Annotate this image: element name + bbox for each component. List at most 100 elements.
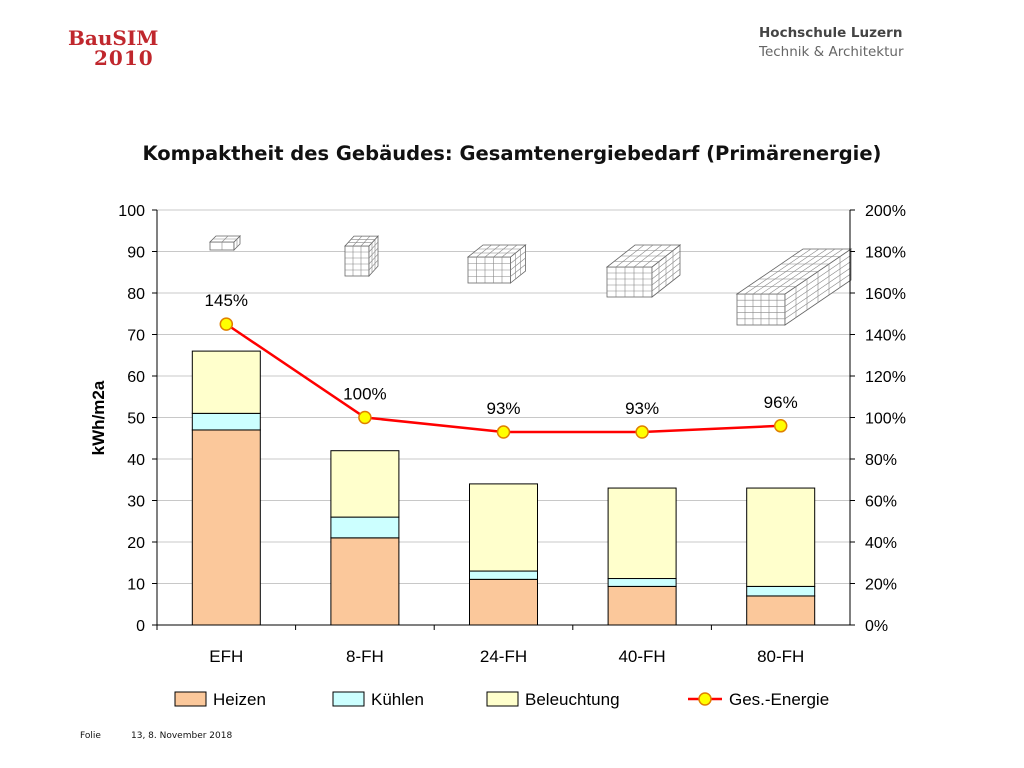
y2-tick-label: 100% xyxy=(865,411,906,428)
building-gridline xyxy=(768,248,836,295)
y2-tick-label: 180% xyxy=(865,245,906,262)
building-gridline xyxy=(510,264,526,277)
energy-point xyxy=(219,317,234,331)
building-gridline xyxy=(476,244,492,258)
y2-tick-label: 120% xyxy=(865,369,906,386)
y2-tick-label: 200% xyxy=(865,203,906,220)
energy-data-label: 145% xyxy=(205,291,248,310)
energy-data-label: 96% xyxy=(764,393,798,412)
building-icon xyxy=(466,244,527,284)
energy-point xyxy=(358,410,372,425)
y2-tick-label: 140% xyxy=(865,328,906,345)
building-gridline xyxy=(633,244,663,268)
y-tick-label: 50 xyxy=(127,411,145,428)
y-axis-label: kWh/m2a xyxy=(89,380,108,455)
bar-kuehlen xyxy=(191,412,261,431)
energy-point xyxy=(635,425,649,439)
building-gridline xyxy=(776,248,844,295)
bar-kuehlen xyxy=(746,585,816,597)
y-tick-label: 100 xyxy=(118,203,145,220)
y2-tick-label: 160% xyxy=(865,286,906,303)
x-tick-label: 40-FH xyxy=(618,647,665,666)
y-tick-label: 80 xyxy=(127,286,145,303)
building-icon xyxy=(344,235,379,278)
building-gridline xyxy=(368,259,379,271)
y-tick-label: 10 xyxy=(127,577,145,594)
legend: Heizen Kühlen Beleuchtung Ges.-Energie xyxy=(174,690,829,709)
building-gridline xyxy=(493,244,509,258)
x-tick-label: 8-FH xyxy=(346,647,384,666)
logo-text-top: BauSIM xyxy=(68,26,159,50)
institution-name: Hochschule Luzern xyxy=(759,25,903,41)
x-tick-label: 80-FH xyxy=(757,647,804,666)
bar-heizen xyxy=(607,585,677,626)
building-icon xyxy=(735,248,853,326)
bar-heizen xyxy=(469,578,538,626)
building-gridline xyxy=(642,244,672,268)
legend-swatch xyxy=(332,691,365,707)
building-gridline xyxy=(352,235,363,247)
x-tick-label: EFH xyxy=(209,647,243,666)
energy-data-label: 93% xyxy=(486,399,520,418)
y2-tick-label: 40% xyxy=(865,535,897,552)
bar-kuehlen xyxy=(330,516,400,539)
bar-beleuchtung xyxy=(607,487,677,580)
bar-beleuchtung xyxy=(330,450,400,518)
y-tick-label: 40 xyxy=(127,452,145,469)
y2-tick-label: 20% xyxy=(865,577,897,594)
energy-line: 145% 100% 93% 93% 96% xyxy=(205,291,798,439)
energy-point xyxy=(496,425,511,439)
legend-label: Heizen xyxy=(213,690,266,709)
building-gridline xyxy=(360,235,371,247)
bar-heizen xyxy=(330,537,400,626)
y-tick-label: 0 xyxy=(136,618,145,635)
building-gridline xyxy=(615,244,645,268)
building-gridline xyxy=(368,247,379,259)
hslu-logo: Hochschule Luzern Technik & Architektur xyxy=(759,25,904,60)
x-tick-label: 24-FH xyxy=(480,647,527,666)
legend-label: Beleuchtung xyxy=(525,690,620,709)
energy-point xyxy=(773,419,788,433)
building-front xyxy=(606,266,653,298)
building-gridline xyxy=(368,241,379,253)
building-illustrations xyxy=(209,235,853,326)
y-tick-label: 20 xyxy=(127,535,145,552)
footer-page-info: 13, 8. November 2018 xyxy=(131,731,233,741)
energy-data-label: 93% xyxy=(625,399,659,418)
slide-title: Kompaktheit des Gebäudes: Gesamtenergieb… xyxy=(142,142,882,165)
y-tick-label: 70 xyxy=(127,328,145,345)
legend-label: Kühlen xyxy=(371,690,424,709)
bar-beleuchtung xyxy=(469,483,538,572)
building-gridline xyxy=(510,257,526,271)
footer-folie-label: Folie xyxy=(80,731,101,741)
legend-label: Ges.-Energie xyxy=(729,690,829,709)
building-front xyxy=(344,245,370,277)
y2-tick-label: 60% xyxy=(865,494,897,511)
legend-swatch xyxy=(486,691,519,707)
building-gridline xyxy=(368,253,379,265)
legend-swatch xyxy=(174,691,207,707)
building-gridline xyxy=(501,244,518,258)
building-icon xyxy=(209,235,241,251)
building-gridline xyxy=(760,248,828,295)
building-gridline xyxy=(510,251,526,264)
bar-kuehlen xyxy=(469,570,538,580)
energy-data-label: 100% xyxy=(343,385,386,404)
bar-heizen xyxy=(746,595,816,626)
legend-marker xyxy=(698,692,712,706)
bar-heizen xyxy=(191,429,261,626)
y-tick-label: 30 xyxy=(127,494,145,511)
building-gridline xyxy=(221,235,229,243)
building-gridline xyxy=(752,248,820,295)
institution-department: Technik & Architektur xyxy=(759,44,904,60)
y-tick-label: 60 xyxy=(127,369,145,386)
building-icon xyxy=(605,244,682,298)
building-gridline xyxy=(744,248,812,295)
bar-beleuchtung xyxy=(746,487,816,587)
stacked-bars xyxy=(191,350,816,626)
building-gridline xyxy=(484,244,501,258)
y2-tick-label: 80% xyxy=(865,452,897,469)
logo-text-bottom: 2010 xyxy=(94,46,154,70)
building-gridline xyxy=(624,244,654,268)
